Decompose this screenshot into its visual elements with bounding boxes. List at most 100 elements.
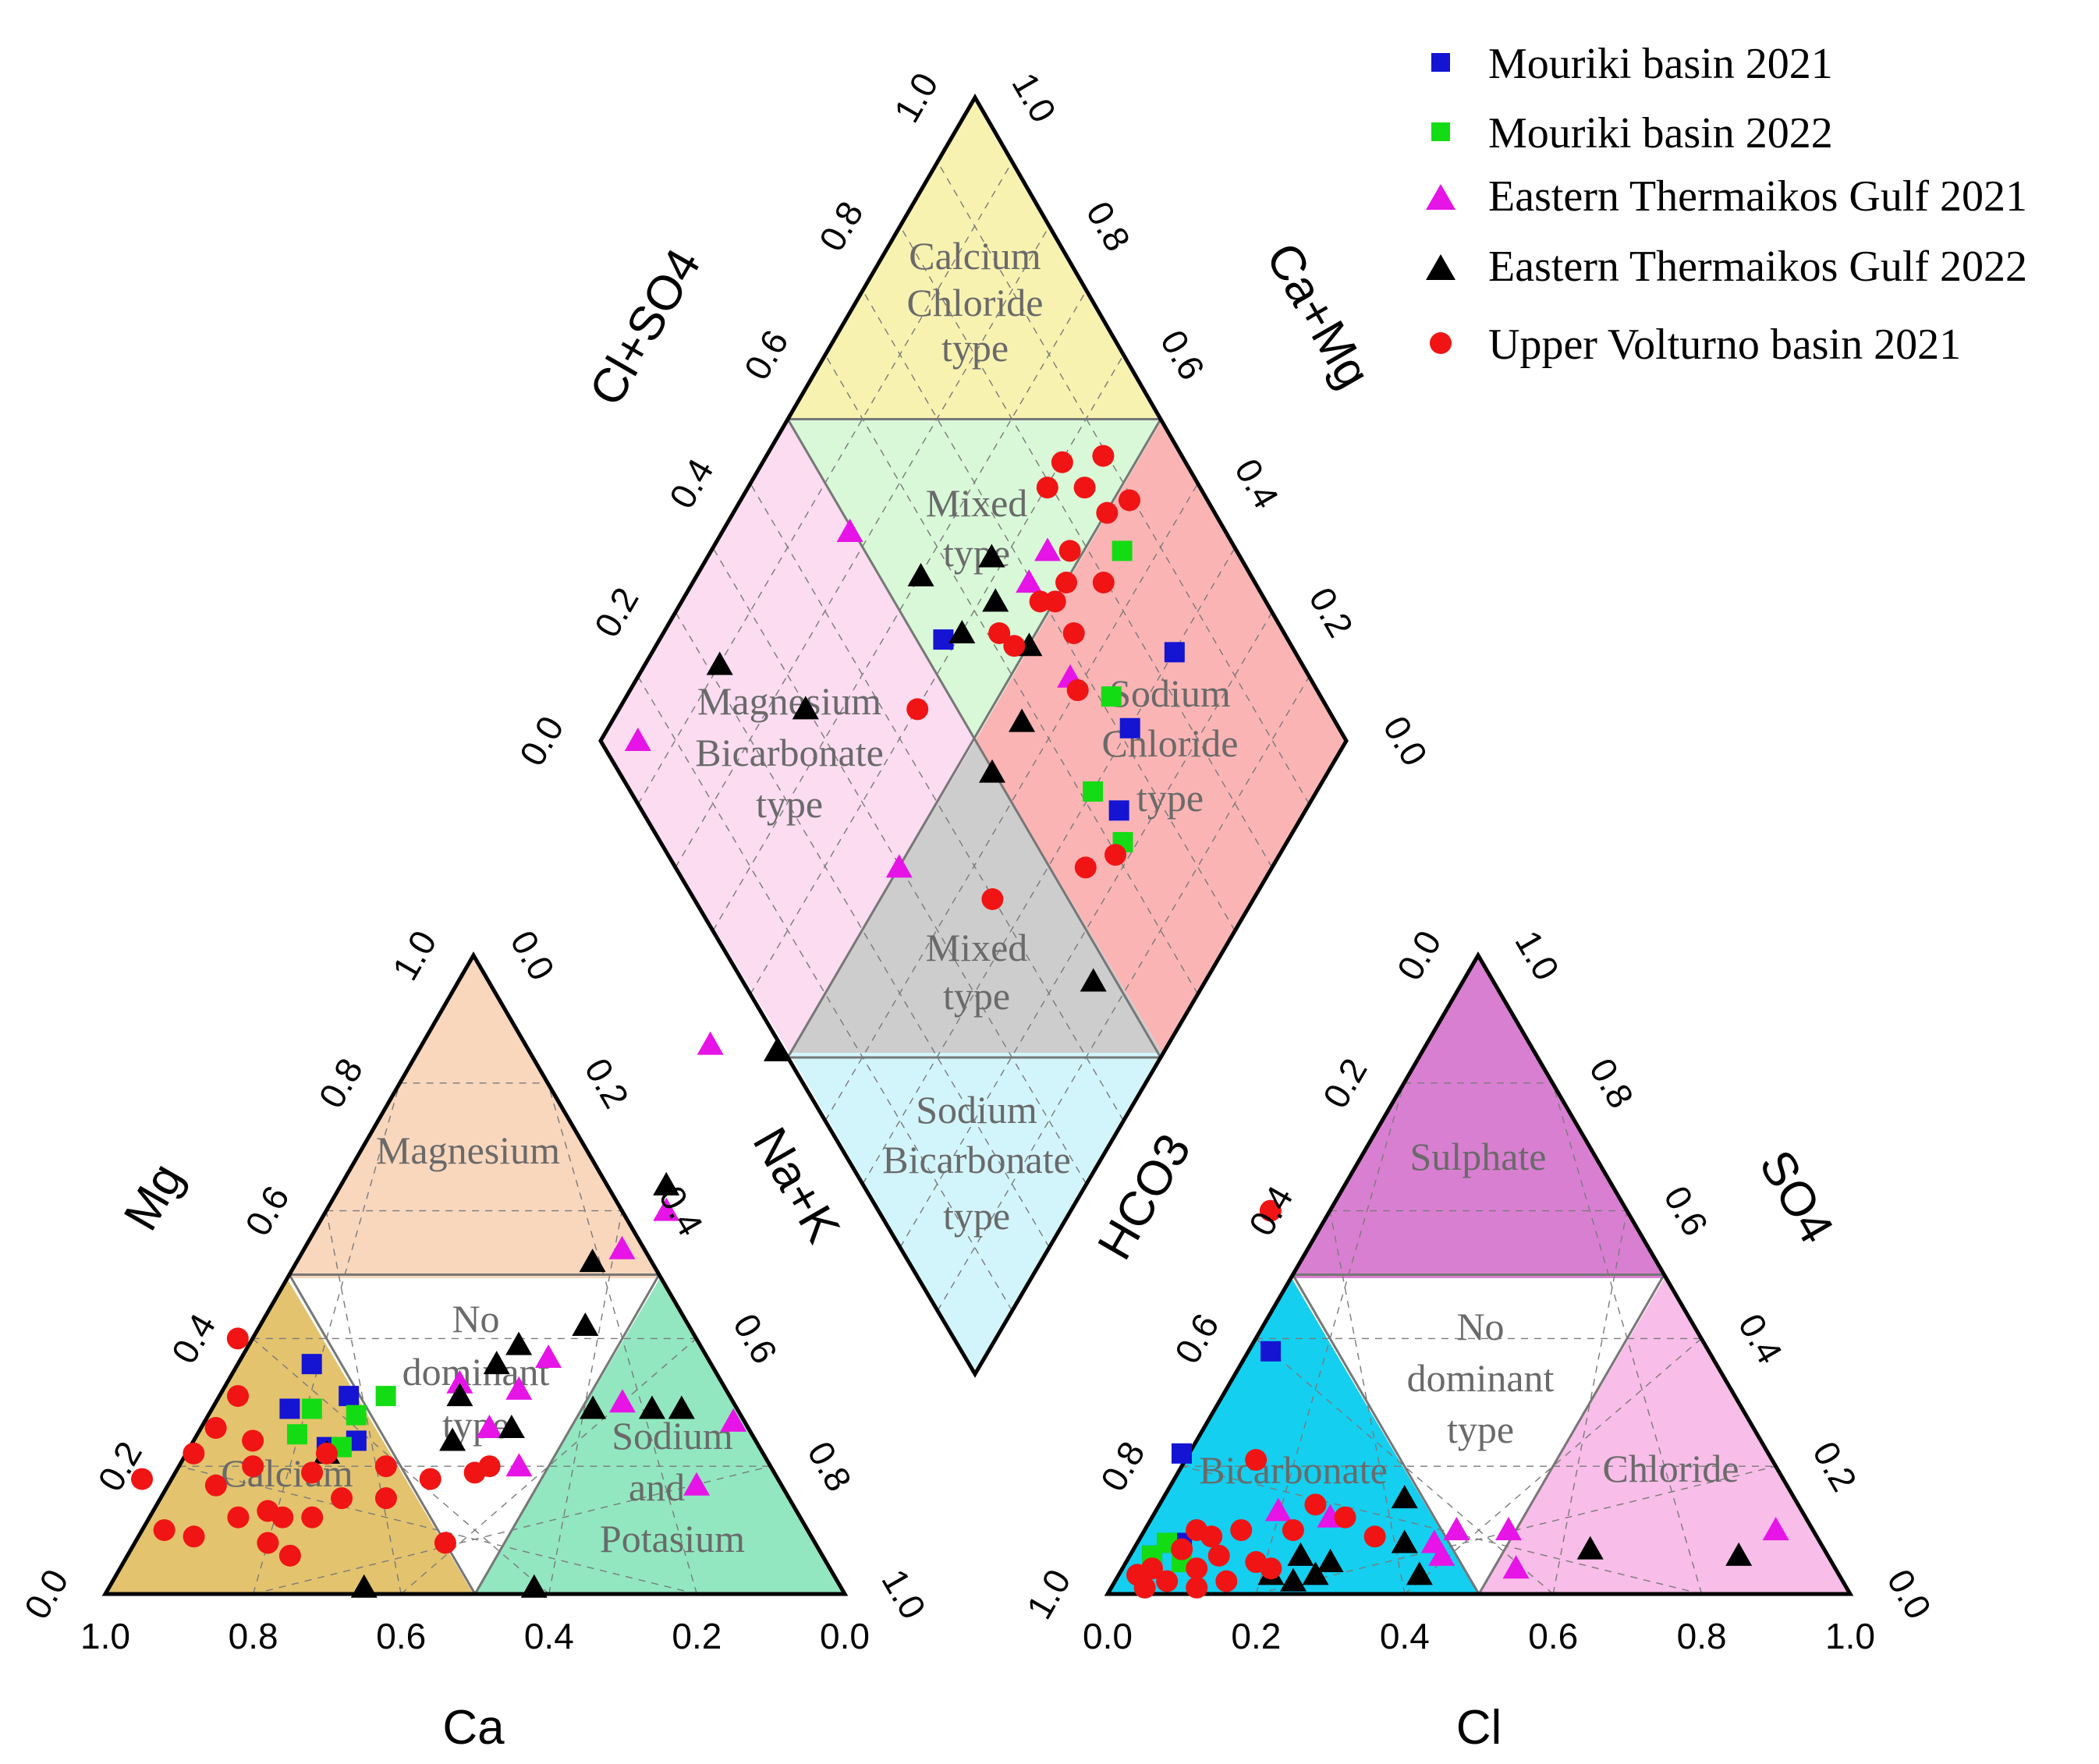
grid-line <box>899 611 1273 1248</box>
zone-label-line: Sodium <box>1109 671 1231 715</box>
cation-point-upper-volturno-basin-2021 <box>301 1506 324 1528</box>
cation-point-eastern-thermaikos-gulf-2022 <box>520 1574 548 1598</box>
diamond-right-tick: 1.0 <box>1004 66 1064 129</box>
cation-point-eastern-thermaikos-gulf-2022 <box>580 1395 607 1419</box>
cation-point-upper-volturno-basin-2021 <box>419 1468 441 1490</box>
cation-zone-no-dominant <box>287 1278 660 1594</box>
cation-point-mouriki-basin-2022 <box>301 1398 322 1419</box>
cation-point-upper-volturno-basin-2021 <box>226 1327 249 1350</box>
cation-point-eastern-thermaikos-gulf-2022 <box>439 1427 466 1451</box>
anion-right-tick: 0.8 <box>1582 1051 1642 1114</box>
diamond-point-mouriki-basin-2022 <box>1112 540 1133 561</box>
anion-point-upper-volturno-basin-2021 <box>1207 1544 1230 1567</box>
diamond-point-upper-volturno-basin-2021 <box>1092 572 1115 593</box>
cation-zone-label-sodium-potassium: Sodium and Potasium <box>600 1414 745 1560</box>
zone-label-line: type <box>756 782 823 826</box>
zone-label-line: Mixed <box>926 926 1028 969</box>
diamond-point-mouriki-basin-2021 <box>1119 717 1140 739</box>
zone-label-line: type <box>1447 1408 1514 1451</box>
anion-point-eastern-thermaikos-gulf-2022 <box>1391 1529 1418 1553</box>
anion-point-upper-volturno-basin-2021 <box>1245 1449 1268 1472</box>
diamond-zone-label-mixed-lower: Mixed type <box>926 926 1028 1018</box>
diamond-right-tick: 0.0 <box>1375 709 1435 772</box>
diamond-left-tick: 0.0 <box>512 709 572 772</box>
anion-left-tick: 0.2 <box>1315 1051 1375 1114</box>
cation-point-eastern-thermaikos-gulf-2021 <box>476 1415 503 1439</box>
diamond-left-axis-title: Cl+SO4 <box>580 240 711 415</box>
frames <box>101 94 1854 1596</box>
diamond-point-upper-volturno-basin-2021 <box>1119 489 1140 512</box>
anion-point-mouriki-basin-2021 <box>1171 1443 1192 1464</box>
anion-right-tick: 0.6 <box>1656 1179 1716 1242</box>
anion-bottom-tick: 0.8 <box>1677 1616 1727 1656</box>
anion-point-eastern-thermaikos-gulf-2022 <box>1391 1485 1418 1509</box>
anion-left-tick: 0.0 <box>1389 923 1449 986</box>
anion-point-eastern-thermaikos-gulf-2021 <box>1494 1517 1522 1541</box>
anion-zone-chloride <box>1478 1278 1850 1594</box>
anion-bottom-tick: 0.0 <box>1083 1616 1133 1656</box>
cation-point-eastern-thermaikos-gulf-2021 <box>535 1344 562 1368</box>
cation-point-mouriki-basin-2022 <box>286 1424 307 1445</box>
cation-point-upper-volturno-basin-2021 <box>374 1487 397 1510</box>
anion-zones <box>1108 955 1850 1594</box>
anion-point-eastern-thermaikos-gulf-2021 <box>1762 1517 1789 1541</box>
anion-point-eastern-thermaikos-gulf-2022 <box>1317 1549 1344 1573</box>
zone-label-line: and <box>629 1465 685 1509</box>
diamond-left-tick: 1.0 <box>886 66 946 129</box>
diamond-point-mouriki-basin-2022 <box>1083 781 1104 802</box>
cation-point-upper-volturno-basin-2021 <box>478 1455 501 1478</box>
anion-point-upper-volturno-basin-2021 <box>1304 1493 1327 1516</box>
diamond-point-eastern-thermaikos-gulf-2022 <box>792 696 819 720</box>
diamond-point-upper-volturno-basin-2021 <box>906 698 929 721</box>
anion-point-upper-volturno-basin-2021 <box>1230 1519 1253 1542</box>
diamond-point-upper-volturno-basin-2021 <box>1092 445 1115 467</box>
diamond-point-eastern-thermaikos-gulf-2022 <box>1080 968 1107 992</box>
grid-line <box>712 547 1087 1185</box>
cation-zone-sodium-potassium <box>473 1278 845 1594</box>
cation-left-tick: 0.4 <box>163 1307 223 1370</box>
anion-point-upper-volturno-basin-2021 <box>1215 1570 1238 1592</box>
grid-line <box>750 483 1125 1121</box>
anion-point-eastern-thermaikos-gulf-2021 <box>1420 1529 1448 1553</box>
diamond-left-tick: 0.4 <box>661 452 722 515</box>
cation-point-upper-volturno-basin-2021 <box>257 1532 279 1554</box>
cation-bottom-tick: 0.8 <box>229 1616 278 1656</box>
diamond-zone-mixed-upper <box>789 420 1162 741</box>
anion-point-eastern-thermaikos-gulf-2022 <box>1287 1542 1314 1566</box>
diamond-point-upper-volturno-basin-2021 <box>1074 856 1097 879</box>
cation-point-upper-volturno-basin-2021 <box>183 1525 205 1548</box>
diamond-zone-label-mixed-upper: Mixed type <box>926 481 1028 575</box>
anion-zone-bicarbonate <box>1108 1278 1478 1594</box>
cation-point-eastern-thermaikos-gulf-2022 <box>668 1395 695 1419</box>
cation-left-tick: 1.0 <box>385 923 445 986</box>
diamond-right-tick: 0.4 <box>1227 452 1287 515</box>
cation-point-eastern-thermaikos-gulf-2021 <box>653 1197 680 1221</box>
diamond-zones <box>601 97 1346 1374</box>
anion-right-axis-title: SO4 <box>1749 1142 1844 1252</box>
cation-point-eastern-thermaikos-gulf-2021 <box>697 1031 724 1055</box>
cation-point-eastern-thermaikos-gulf-2022 <box>483 1351 510 1375</box>
anion-bottom-tick: 0.4 <box>1380 1616 1430 1656</box>
cation-point-eastern-thermaikos-gulf-2022 <box>572 1312 599 1337</box>
diamond-right-axis-title: Ca+Mg <box>1255 234 1381 397</box>
anion-point-eastern-thermaikos-gulf-2022 <box>1406 1561 1433 1585</box>
diamond-zone-sodium-bicarbonate <box>789 1053 1162 1374</box>
zone-label-line: Mixed <box>926 481 1028 525</box>
diamond-point-upper-volturno-basin-2021 <box>1036 476 1058 499</box>
zone-label-line: Sodium <box>612 1414 733 1458</box>
anion-point-upper-volturno-basin-2021 <box>1186 1557 1208 1580</box>
cation-triangle-frame <box>101 951 849 1596</box>
anion-point-upper-volturno-basin-2021 <box>1363 1525 1386 1548</box>
diamond-point-eastern-thermaikos-gulf-2021 <box>885 854 913 878</box>
diamond-point-eastern-thermaikos-gulf-2021 <box>1034 537 1061 561</box>
anion-point-eastern-thermaikos-gulf-2022 <box>1725 1542 1753 1566</box>
cation-left-tick: 0.8 <box>310 1051 371 1114</box>
cation-point-mouriki-basin-2021 <box>301 1354 322 1375</box>
diamond-point-upper-volturno-basin-2021 <box>1058 540 1081 562</box>
legend-label: Eastern Thermaikos Gulf 2021 <box>1488 172 2027 221</box>
grid-line <box>824 483 1199 1121</box>
cation-point-upper-volturno-basin-2021 <box>204 1417 227 1440</box>
zone-label-line: Sodium <box>916 1088 1037 1132</box>
cation-point-eastern-thermaikos-gulf-2022 <box>350 1574 378 1598</box>
grid-line <box>937 161 1310 805</box>
